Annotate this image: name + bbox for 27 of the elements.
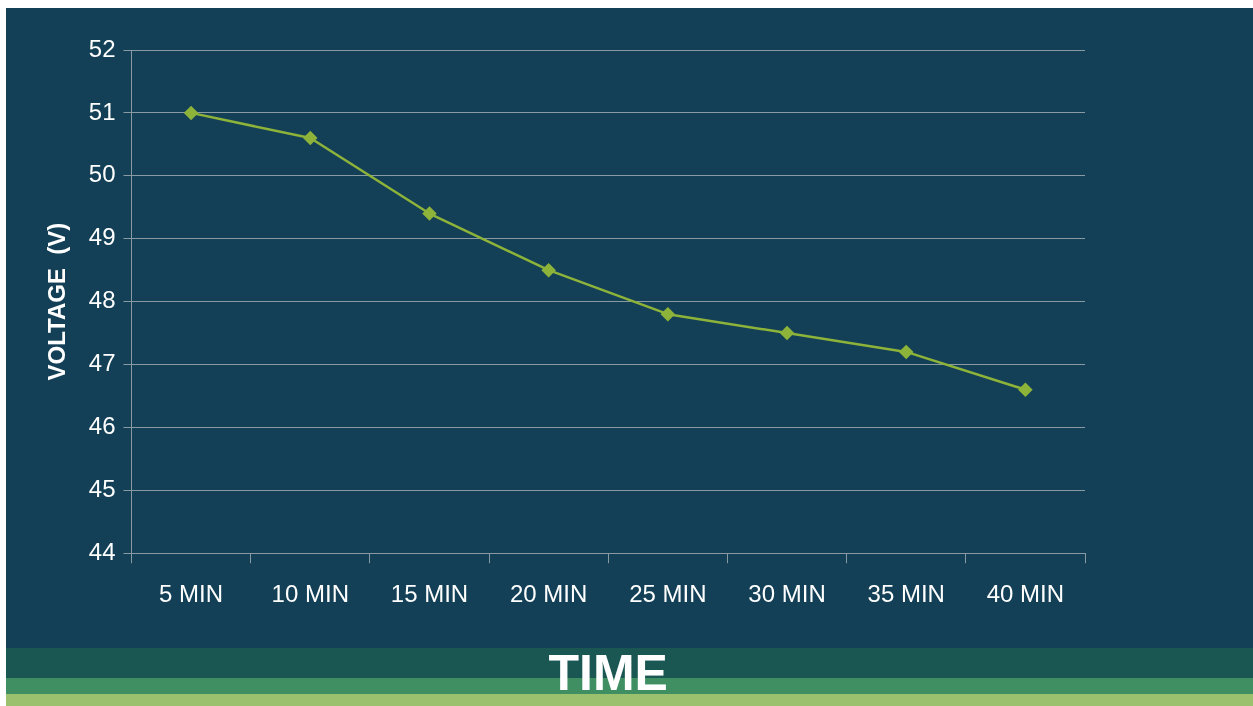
x-tick-label: 30 MIN [748,580,826,608]
y-tick-label: 47 [88,349,116,377]
x-tick-label: 15 MIN [390,580,469,608]
point [422,206,437,221]
x-tick-label: 35 MIN [867,580,945,608]
y-tick-label: 50 [88,160,116,188]
y-tick-label: 44 [88,537,116,565]
point [899,345,913,359]
point [780,326,794,340]
y-tick-label: 46 [88,412,116,440]
point [1018,382,1033,397]
point [303,131,318,145]
point [661,307,675,321]
y-tick-label: 51 [88,97,116,125]
y-axis-title: VOLTAGE (V) [43,222,71,381]
y-tick-label: 48 [88,286,116,314]
x-axis-title: TIME [548,644,668,701]
point [184,106,198,120]
x-tick-label: 20 MIN [509,580,588,608]
x-tick-label: 40 MIN [986,580,1065,608]
y-tick-label: 52 [88,34,116,62]
y-tick-label: 49 [88,223,116,251]
x-tick-label: 10 MIN [271,580,349,608]
y-tick-label: 45 [88,474,116,502]
x-tick-label: 25 MIN [629,580,707,608]
point [541,263,556,277]
x-tick-label: 5 MIN [159,580,224,608]
